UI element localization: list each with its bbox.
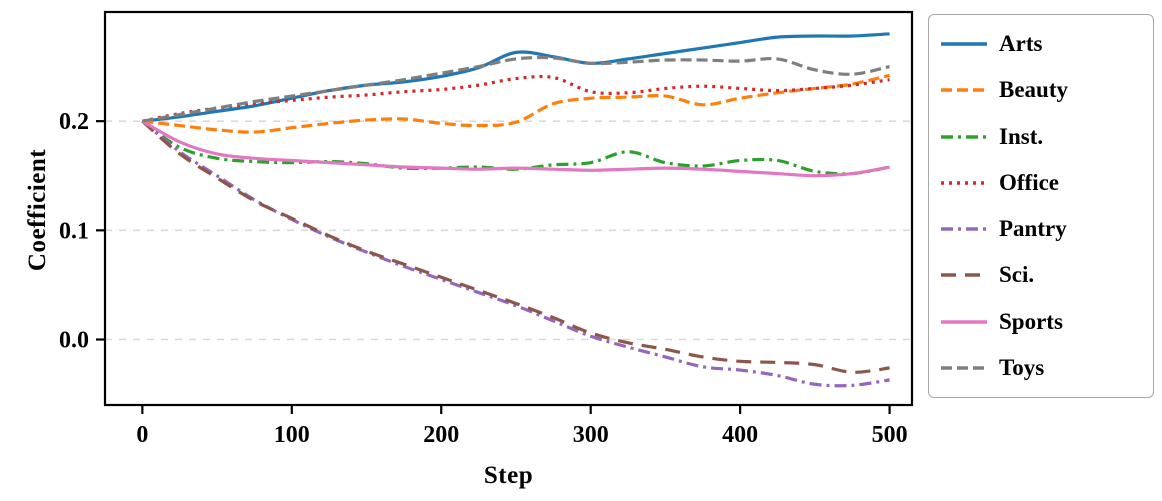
series-line-inst — [141, 119, 890, 176]
series-line-beauty — [142, 73, 890, 134]
legend-entry-sci: Sci. — [941, 262, 1153, 288]
y-tick-label: 0.1 — [59, 218, 89, 244]
legend-entry-beauty: Beauty — [941, 77, 1153, 103]
x-tick-label: 300 — [573, 422, 609, 448]
series-line-arts — [142, 32, 890, 123]
x-tick-label: 400 — [722, 422, 758, 448]
legend-label: Toys — [999, 354, 1045, 380]
legend-entry-office: Office — [941, 170, 1153, 196]
series-line-office — [142, 74, 890, 123]
legend-label: Sports — [999, 308, 1063, 334]
x-tick-label: 500 — [872, 422, 908, 448]
series-line-toys — [142, 55, 890, 123]
series-line-sci — [141, 119, 890, 374]
legend-entry-pantry: Pantry — [941, 216, 1153, 242]
legend-line-sample — [941, 319, 987, 324]
legend-label: Inst. — [999, 123, 1044, 149]
x-tick-label: 0 — [136, 422, 148, 448]
legend-line-sample — [941, 273, 987, 278]
legend-entry-toys: Toys — [941, 355, 1153, 381]
legend-label: Beauty — [999, 77, 1068, 103]
legend-label: Arts — [999, 31, 1043, 57]
legend-entry-arts: Arts — [941, 31, 1153, 57]
legend-entry-sports: Sports — [941, 309, 1153, 335]
y-tick-label: 0.0 — [59, 328, 89, 354]
legend-label: Pantry — [999, 216, 1067, 242]
legend-line-sample — [941, 181, 987, 185]
series-line-pantry — [141, 119, 890, 388]
legend: Arts Beauty Inst. Office Pantry Sci. Sports Toy… — [928, 14, 1154, 398]
legend-line-sample — [941, 42, 987, 46]
legend-line-sample — [941, 366, 987, 370]
x-tick-label: 200 — [423, 422, 459, 448]
series-line-sports — [141, 119, 890, 178]
legend-label: Sci. — [999, 262, 1035, 288]
legend-line-sample — [941, 88, 987, 93]
x-axis-label: Step — [483, 462, 534, 489]
legend-entry-inst: Inst. — [941, 124, 1153, 150]
legend-label: Office — [999, 169, 1060, 195]
y-axis-label: Coefficient — [24, 148, 51, 272]
x-tick-label: 100 — [274, 422, 310, 448]
legend-line-sample — [941, 134, 987, 139]
legend-line-sample — [941, 227, 987, 231]
plot-border — [103, 10, 914, 407]
y-tick-label: 0.2 — [59, 109, 89, 135]
